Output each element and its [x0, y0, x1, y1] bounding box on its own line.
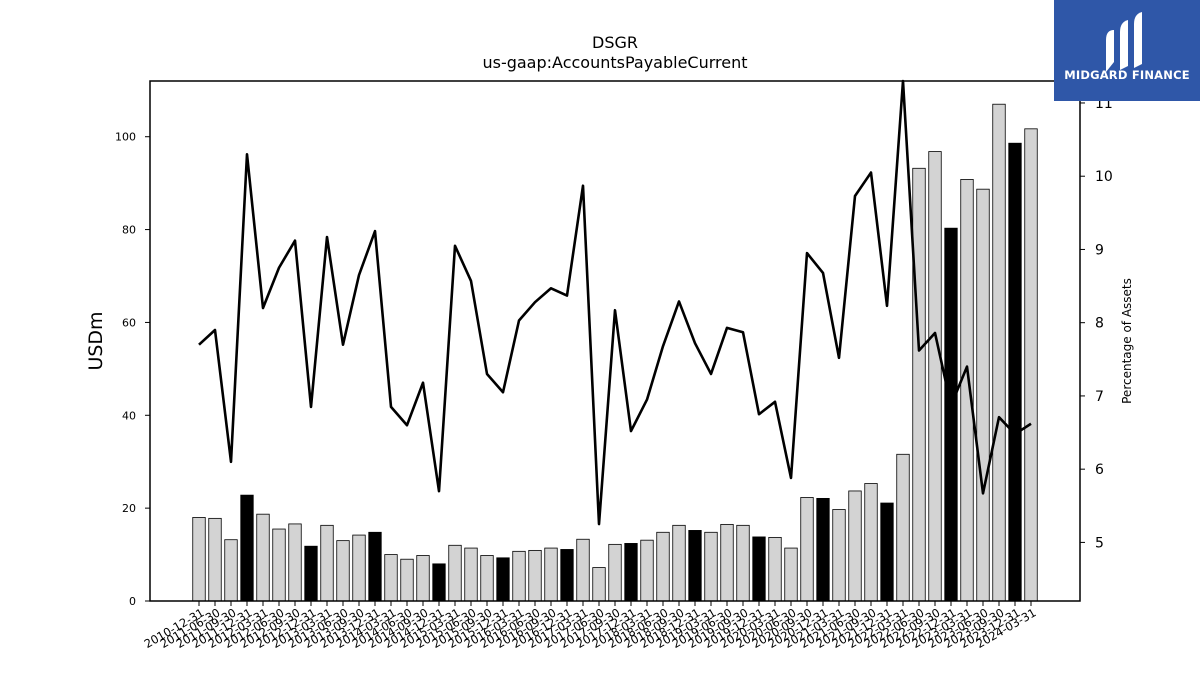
bar: [336, 540, 350, 602]
chart-subtitle: us-gaap:AccountsPayableCurrent: [482, 53, 747, 72]
bar: [224, 539, 238, 602]
y2-axis-label: Percentage of Assets: [1120, 278, 1134, 404]
bar: [272, 528, 286, 602]
bar: [544, 547, 558, 602]
bar: [288, 523, 302, 602]
bar: [864, 483, 878, 602]
bar-series: [192, 103, 1038, 602]
bar: [416, 555, 430, 602]
bar: [1024, 128, 1038, 602]
y-axis-label: USDm: [85, 311, 107, 370]
bar: [736, 524, 750, 602]
bar: [960, 179, 974, 602]
bar: [624, 543, 638, 602]
logo-badge: MIDGARD FINANCE: [1054, 0, 1200, 101]
bar: [992, 103, 1006, 602]
bar: [784, 547, 798, 602]
bar: [432, 563, 446, 602]
bar: [704, 531, 718, 602]
bar: [976, 188, 990, 602]
bar: [592, 567, 606, 602]
bar: [512, 550, 526, 602]
bar: [400, 558, 414, 602]
bar: [368, 531, 382, 602]
bar: [768, 536, 782, 602]
y-tick-label: 80: [122, 224, 136, 237]
bar: [192, 517, 206, 602]
bar: [832, 509, 846, 602]
y-tick-label: 20: [122, 502, 136, 515]
y-tick-label: 100: [115, 131, 136, 144]
logo-text: MIDGARD FINANCE: [1064, 68, 1190, 82]
bar: [672, 524, 686, 602]
bar: [928, 151, 942, 602]
bar: [464, 547, 478, 602]
bar: [528, 549, 542, 602]
y2-tick-label: 10: [1095, 169, 1113, 185]
bar: [1008, 142, 1022, 602]
bar: [848, 490, 862, 602]
bar: [800, 497, 814, 602]
bar: [496, 557, 510, 602]
y-tick-label: 0: [129, 595, 136, 608]
bar: [688, 530, 702, 602]
bar: [896, 453, 910, 602]
bar: [240, 494, 254, 602]
bar: [720, 523, 734, 602]
y2-tick-label: 8: [1095, 316, 1104, 332]
bar: [608, 543, 622, 602]
bar: [560, 549, 574, 602]
y2-tick-label: 6: [1095, 462, 1104, 478]
bar: [640, 539, 654, 602]
y2-tick-label: 5: [1095, 535, 1104, 551]
y2-tick-label: 9: [1095, 242, 1104, 258]
bar: [576, 538, 590, 602]
bar: [304, 545, 318, 602]
y2-tick-label: 7: [1095, 389, 1104, 405]
bar: [480, 555, 494, 602]
bar: [944, 227, 958, 602]
bar: [656, 531, 670, 602]
midgard-logo-icon: [1106, 12, 1142, 72]
bar: [320, 524, 334, 602]
bar: [208, 517, 222, 602]
y-axis-left: 0 20 40 60 80 100: [115, 131, 150, 608]
bar: [448, 544, 462, 602]
bar: [880, 502, 894, 602]
chart-title: DSGR: [592, 33, 638, 52]
bar: [384, 554, 398, 602]
bar: [352, 534, 366, 602]
y-tick-label: 60: [122, 316, 136, 329]
bar: [912, 167, 926, 602]
x-axis: 2010-12-312011-06-302011-09-302011-12-31…: [142, 601, 1039, 651]
bar: [816, 497, 830, 602]
bar: [752, 536, 766, 602]
bar: [256, 513, 270, 602]
y-tick-label: 40: [122, 409, 136, 422]
